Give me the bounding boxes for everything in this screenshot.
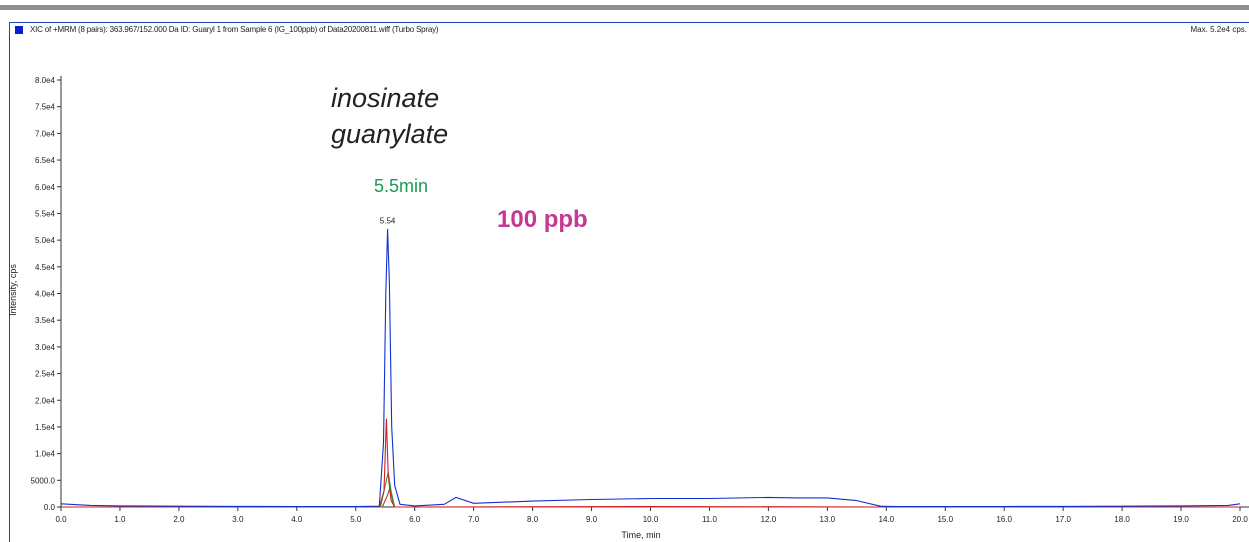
x-tick-label: 20.0 (1232, 515, 1248, 524)
y-tick-label: 5.0e4 (35, 236, 56, 245)
x-tick-label: 11.0 (702, 515, 718, 524)
x-tick-label: 6.0 (409, 515, 421, 524)
y-tick-label: 4.5e4 (35, 263, 56, 272)
y-tick-label: 7.0e4 (35, 129, 56, 138)
y-tick-label: 6.0e4 (35, 183, 56, 192)
annotation-concentration: 100 ppb (497, 206, 588, 233)
axis-ticks: 0.0 1.0 2.0 3.0 4.0 5.0 6.0 7.0 8.0 9.0 10.0 11.0 12… (31, 76, 1249, 524)
y-tick-label: 1.5e4 (35, 423, 56, 432)
y-tick-label: 3.5e4 (35, 316, 56, 325)
y-tick-label: 7.5e4 (35, 103, 56, 112)
chart-header-title: XIC of +MRM (8 pairs): 363.967/152.000 D… (30, 25, 439, 34)
top-divider (0, 5, 1249, 10)
x-tick-label: 19.0 (1173, 515, 1189, 524)
x-tick-label: 7.0 (468, 515, 480, 524)
y-tick-label: 8.0e4 (35, 76, 56, 85)
x-tick-label: 5.0 (350, 515, 362, 524)
y-tick-label: 4.0e4 (35, 290, 56, 299)
annotation-guanylate: guanylate (331, 119, 449, 149)
x-tick-label: 3.0 (232, 515, 244, 524)
x-tick-label: 18.0 (1114, 515, 1130, 524)
series-line (61, 471, 1240, 508)
x-tick-label: 17.0 (1055, 515, 1071, 524)
series-line (61, 418, 1240, 508)
x-axis-label: Time, min (621, 530, 660, 540)
y-tick-label: 5000.0 (31, 476, 56, 485)
y-tick-label: 0.0 (44, 503, 56, 512)
y-tick-label: 1.0e4 (35, 450, 56, 459)
y-tick-label: 2.0e4 (35, 396, 56, 405)
x-tick-label: 8.0 (527, 515, 539, 524)
x-tick-label: 12.0 (761, 515, 777, 524)
x-tick-label: 13.0 (820, 515, 836, 524)
y-axis-label: Intensity, cps (8, 264, 18, 316)
series-line (60, 228, 1241, 508)
y-tick-label: 5.5e4 (35, 209, 56, 218)
peak-retention-label: 5.54 (380, 216, 396, 225)
annotation-retention-time: 5.5min (374, 176, 429, 196)
x-tick-label: 16.0 (996, 515, 1012, 524)
annotation-inosinate: inosinate (331, 83, 440, 113)
y-tick-label: 2.5e4 (35, 370, 56, 379)
x-tick-label: 1.0 (114, 515, 126, 524)
chart-pane[interactable] (9, 22, 1249, 542)
window-top-bar (0, 0, 1249, 22)
series-line (61, 487, 1240, 508)
x-tick-label: 0.0 (55, 515, 67, 524)
max-intensity-label: Max. 5.2e4 cps. (1190, 25, 1247, 34)
x-tick-label: 4.0 (291, 515, 303, 524)
x-tick-label: 15.0 (937, 515, 953, 524)
y-tick-label: 6.5e4 (35, 156, 56, 165)
x-tick-label: 2.0 (173, 515, 185, 524)
x-tick-label: 10.0 (643, 515, 659, 524)
axes (60, 76, 1249, 508)
y-tick-label: 3.0e4 (35, 343, 56, 352)
trace-color-swatch (15, 26, 23, 34)
series-lines (60, 228, 1241, 508)
x-tick-label: 9.0 (586, 515, 598, 524)
x-tick-label: 14.0 (879, 515, 895, 524)
